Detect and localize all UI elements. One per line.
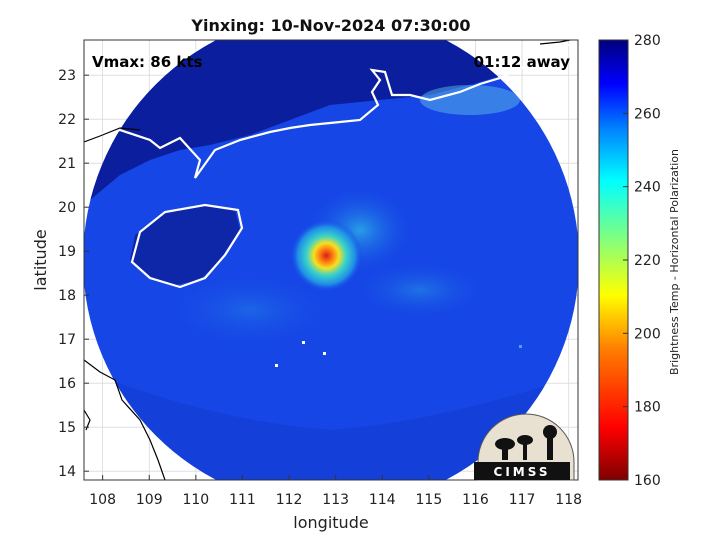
vmax-annotation: Vmax: 86 kts xyxy=(92,53,202,71)
cimss-logo: CIMSS xyxy=(474,413,575,481)
time-away-annotation: 01:12 away xyxy=(474,53,571,71)
colorbar-tick-label: 240 xyxy=(634,180,661,196)
map-title: Yinxing: 10-Nov-2024 07:30:00 xyxy=(190,16,470,35)
y-tick-label: 17 xyxy=(58,332,76,348)
y-tick-label: 22 xyxy=(58,112,76,128)
y-tick-label: 18 xyxy=(58,288,76,304)
logo-antenna-icon xyxy=(495,425,557,460)
borders xyxy=(84,40,571,480)
y-tick-label: 14 xyxy=(58,464,76,480)
y-axis-ticks: 14 15 16 17 18 19 20 21 22 23 xyxy=(58,68,89,480)
y-tick-label: 23 xyxy=(58,68,76,84)
x-tick-label: 110 xyxy=(182,492,209,508)
y-tick-label: 19 xyxy=(58,244,76,260)
x-axis-label: longitude xyxy=(293,513,368,532)
colorbar-tick-label: 180 xyxy=(634,400,661,416)
x-tick-label: 114 xyxy=(369,492,396,508)
colorbar-tick-label: 160 xyxy=(634,473,661,489)
storm-core xyxy=(290,219,363,292)
x-tick-label: 116 xyxy=(462,492,489,508)
x-tick-label: 112 xyxy=(276,492,303,508)
x-tick-label: 117 xyxy=(509,492,536,508)
y-tick-label: 21 xyxy=(58,156,76,172)
coastlines xyxy=(84,40,578,289)
x-tick-label: 118 xyxy=(555,492,582,508)
x-axis-ticks: 108 109 110 111 112 113 114 115 116 117 118 xyxy=(89,475,582,508)
x-tick-label: 108 xyxy=(89,492,116,508)
colorbar-tick-label: 280 xyxy=(634,33,661,49)
y-tick-label: 15 xyxy=(58,420,76,436)
x-tick-label: 111 xyxy=(229,492,256,508)
land-region-hainan xyxy=(130,205,240,285)
logo-text: CIMSS xyxy=(494,465,551,479)
logo-banner xyxy=(474,462,570,480)
y-tick-label: 16 xyxy=(58,376,76,392)
colorbar-tick-label: 200 xyxy=(634,326,661,342)
plot-area xyxy=(84,40,578,480)
y-axis-label: latitude xyxy=(31,229,50,290)
colorbar-tick-label: 260 xyxy=(634,106,661,122)
y-tick-label: 20 xyxy=(58,200,76,216)
colorbar-label: Brightness Temp - Horizontal Polarizatio… xyxy=(668,149,681,375)
colorbar-tick-label: 220 xyxy=(634,253,661,269)
islands xyxy=(275,341,522,367)
x-tick-label: 113 xyxy=(322,492,349,508)
x-tick-label: 115 xyxy=(416,492,443,508)
plot-frame xyxy=(83,39,579,481)
scan-disc xyxy=(84,40,578,480)
x-tick-label: 109 xyxy=(136,492,163,508)
colorbar-ticks: 280 260 240 220 200 180 160 xyxy=(623,33,661,489)
